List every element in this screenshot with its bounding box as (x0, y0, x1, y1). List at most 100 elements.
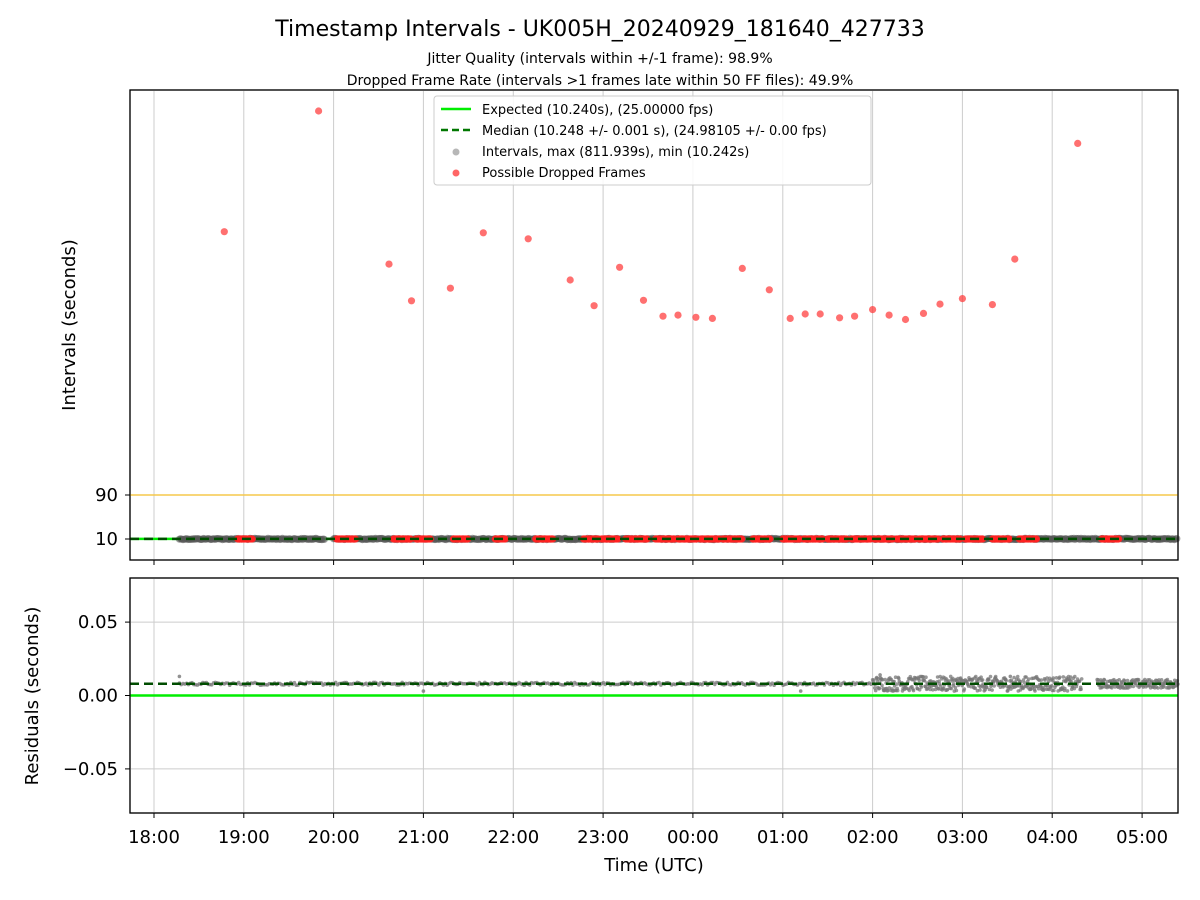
dropped-frame-outlier (936, 300, 944, 308)
residual-point (657, 680, 661, 685)
residuals-y-tick-label: 0.05 (78, 612, 118, 633)
dropped-frame-outlier (836, 314, 844, 322)
dropped-frame-point (614, 535, 622, 543)
dropped-frame-outlier (738, 264, 746, 272)
dropped-frame-outlier (566, 276, 574, 284)
residual-point (1061, 675, 1066, 679)
chart-title: Timestamp Intervals - UK005H_20240929_18… (274, 17, 924, 42)
x-tick-label: 04:00 (1026, 827, 1078, 848)
dropped-frame-outlier (385, 260, 393, 268)
residual-point (978, 688, 982, 692)
residuals-plot-border (129, 577, 1179, 814)
intervals-x-ticks (153, 560, 1143, 565)
residual-point (1051, 676, 1056, 680)
residual-point (990, 688, 994, 692)
dropped-frame-point (934, 535, 942, 543)
residual-point (1042, 687, 1046, 691)
residuals-y-ticks: −0.05 0.00 0.05 (63, 612, 130, 780)
dropped-frame-outlier (479, 229, 487, 237)
residual-point (1069, 679, 1073, 684)
interval-point (320, 535, 328, 544)
residual-point (1079, 687, 1083, 692)
dropped-frame-outlier (1011, 255, 1019, 263)
x-tick-label: 18:00 (128, 827, 180, 848)
residual-point (897, 676, 901, 681)
residual-point (894, 682, 899, 686)
residual-point (938, 684, 943, 688)
residual-point (1015, 674, 1020, 679)
legend-intervals-marker (452, 148, 460, 156)
residual-point (1026, 677, 1031, 681)
residual-point (924, 675, 928, 679)
dropped-frame-outlier (220, 228, 228, 236)
residual-point (475, 683, 480, 687)
intervals-grid (153, 90, 1143, 560)
residual-point (1057, 675, 1062, 679)
dropped-frame-outlier (674, 311, 682, 319)
residual-point (962, 687, 967, 691)
residual-point (292, 680, 297, 685)
intervals-y-ticks: 10 90 (95, 485, 130, 550)
residual-point (993, 674, 998, 679)
residual-point (946, 679, 951, 683)
x-axis-label: Time (UTC) (603, 855, 704, 876)
residual-point (974, 674, 978, 679)
residual-point (911, 688, 916, 693)
residual-point (917, 688, 922, 692)
residual-point (980, 678, 985, 682)
residual-point (992, 684, 996, 688)
chart-subtitle-dropped: Dropped Frame Rate (intervals >1 frames … (347, 73, 854, 89)
residual-point (1077, 679, 1082, 684)
dropped-frame-outlier (958, 295, 967, 303)
residual-point (1039, 678, 1044, 682)
residual-point (421, 689, 426, 693)
dropped-frame-outlier (659, 312, 667, 320)
residual-point (985, 685, 989, 690)
x-tick-label: 20:00 (308, 827, 360, 848)
dropped-frame-outlier (851, 312, 859, 320)
dropped-frame-outlier (786, 314, 794, 322)
legend-intervals-label: Intervals, max (811.939s), min (10.242s) (482, 145, 749, 160)
residual-point (949, 686, 953, 691)
residual-point (1122, 679, 1127, 683)
intervals-y-tick-label: 10 (95, 529, 118, 550)
residual-point (1036, 686, 1041, 691)
dropped-frame-outlier (639, 296, 648, 304)
residuals-panel: −0.05 0.00 0.05 18:00 19:00 20:00 21:00 22:00 2… (22, 577, 1180, 848)
residual-point (1024, 675, 1028, 679)
residual-point (1117, 678, 1121, 682)
residual-point (1050, 684, 1054, 688)
legend-dropped-label: Possible Dropped Frames (482, 166, 646, 181)
residual-point (880, 683, 884, 688)
residual-point (892, 679, 896, 684)
intervals-y-axis-label: Intervals (seconds) (59, 239, 80, 411)
residual-point (1065, 689, 1070, 693)
legend-median-label: Median (10.248 +/- 0.001 s), (24.98105 +… (482, 124, 827, 139)
residuals-y-tick-label: 0.00 (78, 686, 118, 707)
residual-point (1063, 686, 1067, 691)
residual-point (1131, 684, 1136, 689)
dropped-frame-outlier (590, 302, 598, 310)
dropped-frame-outlier (708, 314, 717, 322)
legend: Expected (10.240s), (25.00000 fps) Media… (433, 95, 872, 186)
residual-point (893, 675, 898, 679)
residual-point (1046, 679, 1051, 683)
dropped-frame-point (1005, 535, 1014, 543)
dropped-frame-outlier (988, 301, 997, 309)
chart-subtitle-jitter: Jitter Quality (intervals within +/-1 fr… (426, 51, 772, 67)
dropped-frame-point (738, 535, 746, 543)
residual-point (922, 679, 927, 683)
residual-point (1004, 678, 1008, 683)
dropped-frame-point (501, 535, 509, 543)
residual-point (937, 679, 941, 683)
residual-point (988, 674, 993, 679)
residual-point (1136, 677, 1141, 682)
residual-point (1022, 681, 1027, 685)
dropped-frame-outlier (901, 315, 910, 324)
residual-point (928, 687, 932, 692)
residual-point (973, 686, 978, 690)
residual-point (952, 682, 956, 686)
residual-point (886, 688, 890, 693)
residual-point (873, 688, 878, 693)
